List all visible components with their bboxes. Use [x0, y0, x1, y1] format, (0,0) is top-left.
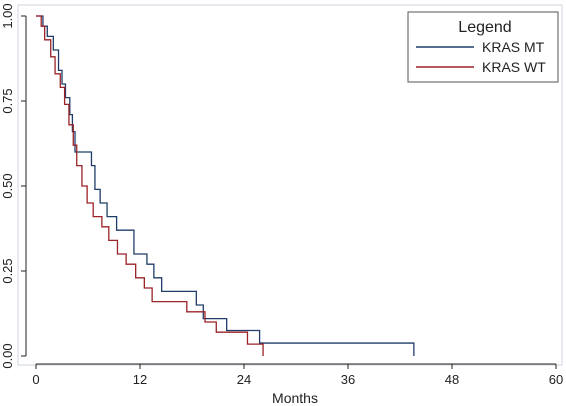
y-tick-label: 0.75 [0, 88, 15, 113]
x-tick-label: 0 [32, 372, 39, 387]
legend: Legend KRAS MT KRAS WT [407, 11, 559, 83]
series-line-kras-mt [36, 15, 415, 356]
legend-title: Legend [458, 19, 511, 36]
axes: 0 12 24 36 48 60 0.00 0.25 0.50 0.75 1.00 [0, 3, 563, 387]
legend-label: KRAS WT [482, 59, 546, 75]
y-tick-label: 0.25 [0, 258, 15, 283]
series-line-kras-wt [36, 15, 264, 356]
x-tick-label: 12 [133, 372, 147, 387]
legend-items: KRAS MT KRAS WT [416, 39, 546, 75]
x-tick-label: 36 [341, 372, 355, 387]
y-tick-label: 0.00 [0, 343, 15, 368]
x-tick-label: 60 [549, 372, 563, 387]
y-tick-label: 1.00 [0, 3, 15, 28]
y-tick-label: 0.50 [0, 173, 15, 198]
x-tick-label: 24 [237, 372, 251, 387]
series-layer [36, 15, 415, 356]
plot-area-frame [17, 4, 563, 366]
x-tick-label: 48 [445, 372, 459, 387]
legend-label: KRAS MT [482, 39, 545, 55]
x-axis-title: Months [272, 390, 318, 406]
